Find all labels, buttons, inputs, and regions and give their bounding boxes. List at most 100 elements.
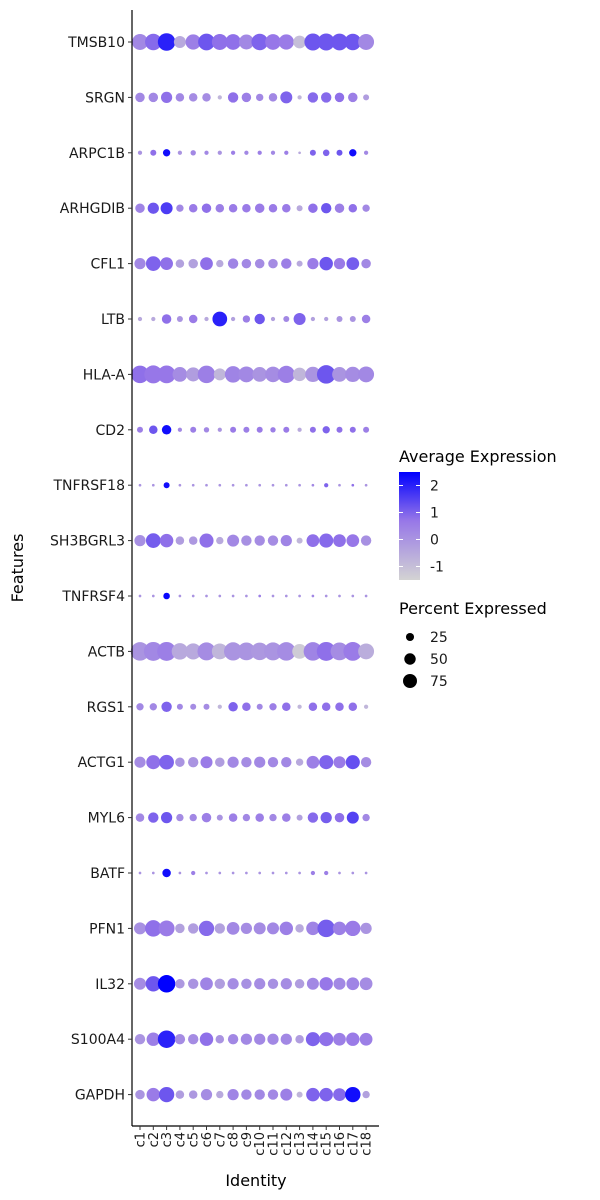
dot-hla-a-c2 (144, 365, 163, 384)
dot-hla-a-c5 (186, 367, 201, 382)
axes (128, 10, 379, 1130)
cluster-label: c4 (173, 1132, 188, 1147)
dot-tnfrsf18-c14 (311, 483, 315, 487)
dot-actb-c18 (358, 643, 375, 660)
cluster-label: c6 (200, 1132, 215, 1147)
dot-cd2-c11 (270, 427, 276, 433)
dot-gapdh-c7 (216, 1090, 224, 1099)
dot-tnfrsf4-c18 (364, 594, 368, 598)
cluster-label: c7 (213, 1132, 228, 1147)
dot-tmsb10-c8 (225, 34, 241, 50)
dot-tnfrsf18-c8 (231, 483, 235, 487)
gene-label: BATF (90, 866, 125, 882)
dot-gapdh-c2 (146, 1087, 161, 1102)
dot-s100a4-c2 (146, 1032, 161, 1046)
dot-arpc1b-c12 (284, 150, 289, 155)
dot-gapdh-c9 (241, 1089, 252, 1100)
cluster-label: c11 (267, 1132, 282, 1156)
dot-tmsb10-c1 (132, 34, 148, 50)
dot-actb-c2 (143, 641, 163, 661)
dot-il32-c5 (188, 978, 199, 989)
dot-rgs1-c14 (308, 702, 318, 712)
color-tick-label: -1 (430, 560, 444, 576)
dot-srgn-c10 (256, 93, 264, 102)
dot-myl6-c4 (176, 813, 184, 822)
gene-label: CFL1 (90, 257, 125, 273)
dot-actg1-c14 (306, 755, 320, 769)
dot-tnfrsf4-c14 (311, 594, 315, 598)
gene-label: ARHGDIB (60, 201, 125, 217)
dot-pfn1-c12 (279, 921, 294, 936)
dot-arpc1b-c3 (162, 149, 171, 157)
dot-hla-a-c1 (131, 365, 149, 384)
size-key-dot (404, 653, 416, 665)
dot-tnfrsf18-c10 (258, 483, 262, 487)
dot-gapdh-c4 (175, 1090, 185, 1099)
dot-actg1-c3 (159, 754, 174, 770)
dot-s100a4-c16 (333, 1032, 346, 1046)
dot-pfn1-c5 (188, 923, 199, 934)
dot-tmsb10-c3 (157, 33, 176, 51)
dot-tmsb10-c6 (198, 33, 215, 51)
dot-arpc1b-c5 (190, 150, 196, 156)
dot-tnfrsf18-c15 (324, 483, 329, 488)
dot-batf-c2 (151, 871, 155, 875)
cluster-label: c17 (346, 1132, 361, 1156)
dot-arpc1b-c13 (298, 151, 301, 155)
dot-batf-c12 (284, 871, 288, 875)
dot-rgs1-c10 (256, 703, 263, 710)
dot-hla-a-c15 (316, 365, 336, 384)
dot-cfl1-c3 (160, 257, 173, 270)
dot-pfn1-c10 (253, 922, 266, 935)
dot-actg1-c2 (146, 755, 161, 770)
dot-pfn1-c16 (332, 921, 347, 936)
dot-cd2-c7 (217, 427, 222, 432)
cluster-label: c8 (227, 1132, 242, 1147)
dot-il32-c3 (157, 975, 176, 993)
dot-batf-c14 (310, 870, 316, 876)
dot-arhgdib-c5 (188, 203, 198, 213)
dot-myl6-c18 (362, 813, 370, 822)
dot-arhgdib-c17 (348, 203, 358, 213)
dot-tnfrsf4-c9 (245, 594, 248, 598)
gene-label: SRGN (85, 90, 125, 106)
dot-ltb-c13 (293, 312, 306, 326)
dot-tmsb10-c17 (344, 33, 362, 51)
dot-actg1-c17 (345, 755, 360, 770)
dot-gapdh-c15 (319, 1087, 333, 1102)
dot-srgn-c3 (160, 91, 173, 104)
dot-sh3bgrl3-c11 (267, 535, 279, 546)
dot-actg1-c11 (267, 757, 279, 768)
dot-batf-c15 (324, 870, 329, 876)
dot-actg1-c7 (215, 757, 225, 767)
dot-tnfrsf4-c10 (258, 594, 262, 598)
dot-arpc1b-c15 (322, 149, 330, 157)
dot-s100a4-c5 (188, 1034, 199, 1045)
dot-ltb-c6 (204, 316, 209, 322)
dot-s100a4-c15 (319, 1032, 334, 1047)
dot-arhgdib-c16 (334, 203, 345, 213)
dot-arpc1b-c4 (177, 150, 183, 155)
dot-tnfrsf4-c2 (151, 594, 155, 598)
dot-tnfrsf4-c16 (338, 594, 341, 598)
dot-arhgdib-c13 (296, 205, 303, 212)
dot-pfn1-c7 (214, 923, 225, 934)
dot-s100a4-c14 (305, 1032, 320, 1047)
dot-tnfrsf18-c13 (298, 483, 301, 487)
dot-il32-c6 (200, 977, 213, 991)
dot-arhgdib-c3 (160, 202, 173, 215)
dot-actg1-c10 (254, 756, 266, 768)
dot-ltb-c16 (336, 316, 343, 322)
dot-myl6-c10 (255, 813, 264, 822)
dot-actb-c1 (130, 642, 150, 661)
dot-sh3bgrl3-c10 (254, 535, 265, 546)
dot-batf-c1 (138, 871, 142, 875)
gene-label: GAPDH (75, 1088, 125, 1104)
dot-tmsb10-c5 (185, 34, 201, 50)
dot-tmsb10-c11 (265, 34, 281, 50)
dot-tnfrsf4-c15 (324, 594, 328, 598)
gene-label: ACTB (88, 644, 125, 660)
dot-s100a4-c6 (199, 1032, 214, 1046)
dot-srgn-c6 (202, 93, 211, 102)
dot-actb-c13 (292, 644, 307, 659)
